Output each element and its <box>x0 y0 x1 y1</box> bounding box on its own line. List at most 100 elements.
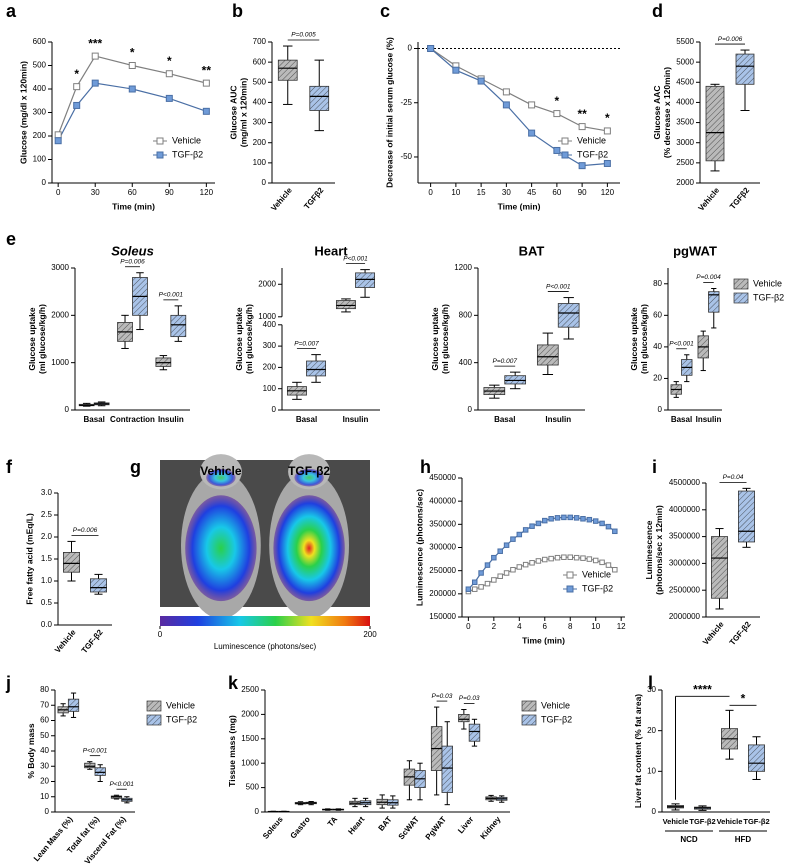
y-axis-label: Glucose AAC <box>652 85 662 139</box>
point <box>427 45 435 53</box>
y-tick-label: 0.0 <box>41 620 53 629</box>
x-tick-label: 10 <box>451 188 460 197</box>
y-tick-label: 3500 <box>676 118 694 127</box>
x-tick-label: TGFβ2 <box>728 185 752 211</box>
legend-swatch <box>521 700 537 712</box>
point <box>528 129 536 137</box>
y-tick-label: 400000 <box>429 496 456 505</box>
box <box>458 714 470 723</box>
point <box>612 528 618 535</box>
y-axis-label: Glucose AUC <box>228 85 238 139</box>
luminescence <box>206 468 236 487</box>
y-axis-label: Luminescence <box>644 520 654 579</box>
point <box>516 564 523 570</box>
box <box>708 291 720 313</box>
box <box>170 314 187 338</box>
box <box>94 767 106 776</box>
y-tick-label: 250000 <box>429 566 456 575</box>
point <box>202 107 210 115</box>
series-line <box>57 82 207 141</box>
y-tick-label: 100 <box>263 384 277 393</box>
y-tick-label: 150000 <box>429 612 456 621</box>
box <box>67 698 80 712</box>
y-tick-label: 20 <box>653 374 662 383</box>
y-tick-label: 2000 <box>676 178 694 187</box>
x-tick-label: 120 <box>601 188 615 197</box>
point <box>484 562 491 568</box>
box <box>705 85 725 162</box>
significance: P<0.001 <box>159 292 184 299</box>
colorbar-label: Luminescence (photons/sec) <box>214 642 317 651</box>
y-tick-label: 500 <box>253 77 267 86</box>
point <box>553 110 561 118</box>
x-tick-label: 0 <box>56 188 61 197</box>
y-tick-label: -25 <box>400 98 412 107</box>
colorbar-tick-label: 200 <box>363 630 377 639</box>
x-tick-label: Contraction <box>110 415 155 424</box>
significance: P=0.006 <box>120 258 145 265</box>
legend-label: TGF-β2 <box>582 583 613 593</box>
point <box>605 562 612 568</box>
x-tick-label: Vehicle <box>663 817 689 826</box>
point <box>522 561 529 568</box>
x-tick-label: Vehicle <box>701 619 726 646</box>
point <box>567 554 573 560</box>
point <box>535 558 542 564</box>
y-tick-label: 60 <box>653 310 662 319</box>
y-tick-label: 0 <box>65 405 70 414</box>
point <box>510 536 516 542</box>
y-tick-label: 800 <box>459 310 473 319</box>
y-tick-label: 0 <box>45 807 50 816</box>
y-tick-label: 70 <box>40 700 49 709</box>
legend-label: TGF-β2 <box>172 149 203 159</box>
x-axis-label: Time (min) <box>522 635 565 645</box>
panel-letter: d <box>652 1 663 21</box>
y-axis-label: (photons/sec x 12min) <box>654 505 664 595</box>
significance: ** <box>202 63 212 77</box>
legend-swatch <box>521 714 537 726</box>
point <box>561 554 567 560</box>
legend-label: Vehicle <box>166 700 195 710</box>
point <box>578 162 586 170</box>
y-tick-label: 700 <box>253 37 267 46</box>
x-tick-label: Liver <box>456 815 475 835</box>
point <box>497 573 503 579</box>
y-tick-label: 400 <box>33 84 47 93</box>
y-axis-label: (ml glucose/kg/h) <box>639 304 649 374</box>
x-tick-label: Insulin <box>696 415 722 424</box>
point <box>553 146 561 154</box>
y-tick-label: 100 <box>253 158 267 167</box>
legend-marker <box>561 151 569 159</box>
point <box>599 520 605 527</box>
point <box>573 554 580 561</box>
y-tick-label: 3.0 <box>41 488 53 497</box>
x-tick-label: TGF-β2 <box>80 627 105 655</box>
point <box>452 66 460 74</box>
y-tick-label: 300000 <box>429 543 456 552</box>
y-tick-label: 4000000 <box>669 505 701 514</box>
y-axis-label: Free fatty acid (mEq/L) <box>24 513 34 605</box>
y-tick-label: 2000 <box>258 279 276 288</box>
point <box>605 523 612 530</box>
x-tick-label: Insulin <box>545 415 571 424</box>
y-tick-label: 5000 <box>676 57 694 66</box>
x-tick-label: BAT <box>377 815 394 833</box>
x-tick-label: 120 <box>200 188 214 197</box>
y-axis-label: Glucose uptake <box>234 307 244 371</box>
significance: P=0.005 <box>291 32 316 39</box>
significance: P=0.03 <box>432 693 453 700</box>
y-axis-label: Liver fat content (% fat area) <box>633 694 643 808</box>
y-tick-label: 1.0 <box>41 576 53 585</box>
x-tick-label: Basal <box>494 415 515 424</box>
panel-letter: g <box>130 457 141 477</box>
y-axis-label: Glucose uptake <box>430 307 440 371</box>
panel-letter: f <box>6 457 13 477</box>
point <box>599 559 605 566</box>
legend-swatch <box>733 292 749 304</box>
x-tick-label: TGF-β2 <box>728 619 753 647</box>
colorbar <box>160 616 370 626</box>
y-tick-label: 0 <box>408 44 413 53</box>
y-tick-label: 2500 <box>676 158 694 167</box>
y-tick-label: 1000 <box>241 758 259 767</box>
